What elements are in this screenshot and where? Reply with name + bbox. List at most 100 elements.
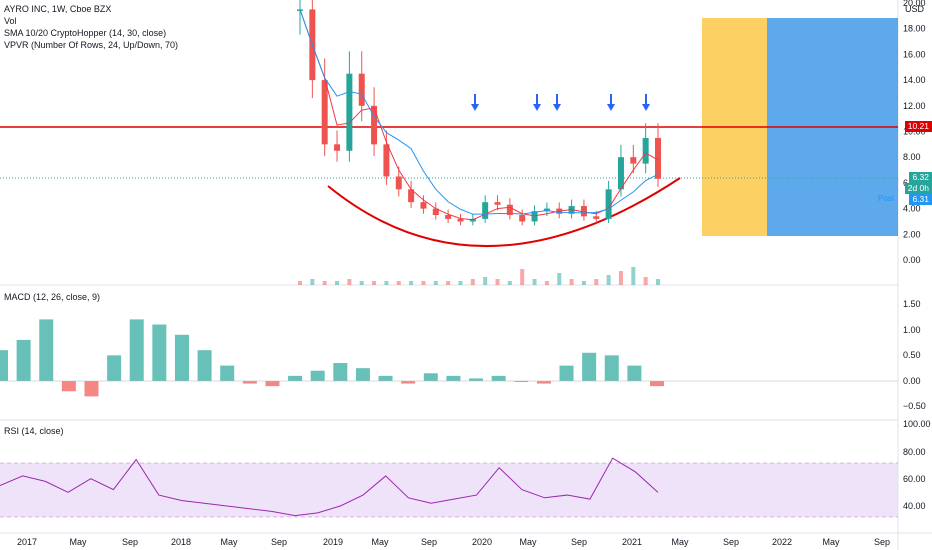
candle-body bbox=[395, 176, 402, 190]
candle-body bbox=[321, 80, 328, 145]
macd-histogram-bar bbox=[61, 381, 76, 392]
candle-body bbox=[334, 144, 341, 151]
macd-histogram-bar bbox=[129, 319, 144, 381]
candle-body bbox=[408, 189, 415, 203]
macd-histogram-bar bbox=[469, 378, 484, 381]
time-tick-label: Sep bbox=[271, 537, 287, 547]
candle-body bbox=[358, 73, 365, 106]
down-arrow-head bbox=[471, 104, 479, 111]
macd-histogram-bar bbox=[514, 381, 529, 383]
price-tick-label: 14.00 bbox=[903, 75, 926, 85]
macd-tick-label: 0.00 bbox=[903, 376, 921, 386]
macd-histogram-bar bbox=[310, 370, 325, 381]
rsi-label[interactable]: RSI (14, close) bbox=[4, 426, 64, 436]
time-tick-label: May bbox=[822, 537, 840, 547]
volume-bar bbox=[359, 281, 364, 285]
macd-histogram-bar bbox=[174, 334, 189, 381]
volume-bar bbox=[544, 281, 549, 285]
legend-vpvr[interactable]: VPVR (Number Of Rows, 24, Up/Down, 70) bbox=[4, 40, 179, 50]
chart-title[interactable]: AYRO INC, 1W, Cboe BZX bbox=[4, 4, 112, 14]
post-price-label: 6.31 bbox=[909, 194, 932, 205]
price-tick-label: 20.00 bbox=[903, 0, 926, 8]
volume-bar bbox=[458, 281, 463, 285]
volume-bar bbox=[335, 281, 340, 285]
macd-histogram-bar bbox=[446, 375, 461, 381]
macd-histogram-bar bbox=[84, 381, 99, 397]
time-tick-label: 2021 bbox=[622, 537, 642, 547]
volume-bar bbox=[618, 271, 623, 285]
macd-histogram-bar bbox=[604, 355, 619, 381]
candle-body bbox=[506, 204, 513, 216]
time-tick-label: 2022 bbox=[772, 537, 792, 547]
annotation-arrows bbox=[471, 94, 650, 111]
price-tick-label: 4.00 bbox=[903, 204, 921, 214]
macd-histogram-bar bbox=[265, 381, 280, 387]
candle-body bbox=[642, 137, 649, 164]
volume-bar bbox=[643, 277, 648, 285]
macd-tick-label: 1.50 bbox=[903, 299, 921, 309]
last-price-label: 6.32 bbox=[909, 172, 932, 183]
rsi-tick-label: 60.00 bbox=[903, 474, 926, 484]
volume-bar bbox=[532, 279, 537, 285]
volume-bar bbox=[470, 279, 475, 285]
macd-histogram-bar bbox=[242, 381, 257, 384]
macd-label[interactable]: MACD (12, 26, close, 9) bbox=[4, 292, 101, 302]
macd-histogram-bar bbox=[627, 365, 642, 381]
down-arrow-head bbox=[607, 104, 615, 111]
time-tick-label: 2020 bbox=[472, 537, 492, 547]
volume-bar bbox=[656, 279, 660, 285]
macd-axis-ticks: 1.50 1.00 0.50 0.00 −0.50 bbox=[903, 299, 926, 411]
candle-body bbox=[617, 157, 624, 190]
legend-sma[interactable]: SMA 10/20 CryptoHopper (14, 30, close) bbox=[4, 28, 167, 38]
candle-body bbox=[605, 189, 612, 219]
candle-body bbox=[580, 206, 587, 217]
volume-bar bbox=[507, 281, 512, 285]
volume-bar bbox=[569, 279, 574, 285]
candle-body bbox=[346, 73, 353, 151]
macd-histogram-bar bbox=[559, 365, 574, 381]
rsi-axis-ticks: 100.00 80.00 60.00 40.00 bbox=[903, 419, 931, 511]
candle-body bbox=[432, 208, 439, 216]
time-axis-ticks: 2017 May Sep 2018 May Sep 2019 May Sep 2020 May Sep… bbox=[17, 537, 890, 547]
volume-bar bbox=[631, 267, 636, 285]
sma-fast-line bbox=[299, 9, 659, 221]
rsi-band bbox=[0, 463, 898, 517]
time-tick-label: Sep bbox=[571, 537, 587, 547]
rsi-tick-label: 40.00 bbox=[903, 501, 926, 511]
candle-body bbox=[482, 202, 489, 219]
macd-tick-label: 0.50 bbox=[903, 350, 921, 360]
currency-label: USD bbox=[905, 4, 925, 14]
candle-body bbox=[519, 215, 526, 222]
price-tick-label: 8.00 bbox=[903, 152, 921, 162]
macd-histogram-bar bbox=[220, 365, 235, 381]
time-tick-label: May bbox=[671, 537, 689, 547]
countdown-label: 2d 0h bbox=[904, 183, 932, 194]
macd-histogram-bar bbox=[536, 381, 551, 384]
volume-bar bbox=[396, 281, 401, 285]
price-tick-label: 0.00 bbox=[903, 255, 921, 265]
volume-bar bbox=[581, 281, 586, 285]
time-tick-label: May bbox=[519, 537, 537, 547]
volume-bar bbox=[594, 279, 599, 285]
volume-bar bbox=[606, 275, 611, 285]
macd-histogram-bar bbox=[423, 373, 438, 381]
volume-bar bbox=[298, 281, 302, 285]
time-tick-label: May bbox=[69, 537, 87, 547]
price-tick-label: 18.00 bbox=[903, 24, 926, 34]
legend-volume[interactable]: Vol bbox=[4, 16, 17, 26]
macd-histogram-bar bbox=[355, 368, 370, 381]
candle-body bbox=[383, 144, 390, 177]
volume-bar bbox=[495, 279, 500, 285]
down-arrow-head bbox=[533, 104, 541, 111]
macd-histogram-bar bbox=[39, 319, 54, 381]
resistance-price-label: 10.21 bbox=[904, 121, 932, 132]
candle-body bbox=[655, 137, 661, 179]
time-tick-label: Sep bbox=[421, 537, 437, 547]
macd-histogram-bar bbox=[378, 375, 393, 381]
candle-body bbox=[543, 208, 550, 212]
price-tick-label: 16.00 bbox=[903, 49, 926, 59]
rsi-tick-label: 100.00 bbox=[903, 419, 931, 429]
sma-slow-line bbox=[299, 9, 659, 215]
cup-arc[interactable] bbox=[327, 177, 681, 248]
